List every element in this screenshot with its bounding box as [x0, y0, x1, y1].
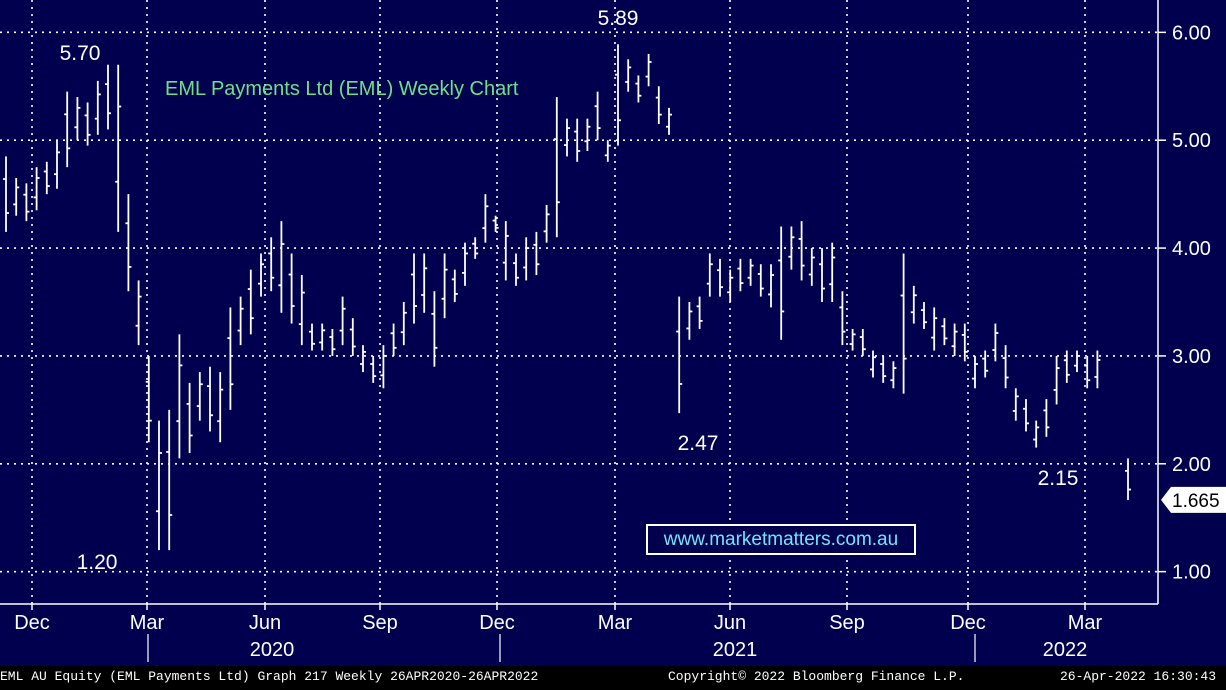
x-year-label: 2020 [250, 639, 295, 661]
axis-layer: 1.00 2.00 3.00 4.00 5.00 6.00 Dec Mar Jun Sep Dec M… [0, 0, 1226, 662]
x-tick-label: Dec [479, 612, 515, 634]
chart-title: EML Payments Ltd (EML) Weekly Chart [165, 78, 519, 100]
y-tick-label: 3.00 [1172, 346, 1211, 368]
price-annotation: 2.15 [1038, 467, 1079, 490]
annotations: 5.70 1.20 5.89 2.47 2.15 [60, 7, 1079, 574]
x-tick-label: Mar [598, 612, 633, 634]
price-annotation: 5.70 [60, 42, 101, 65]
x-year-label: 2022 [1043, 639, 1088, 661]
price-annotation: 5.89 [598, 7, 639, 30]
x-tick-label: Mar [1068, 612, 1103, 634]
y-tick-label: 5.00 [1172, 130, 1211, 152]
footer-bar: EML AU Equity (EML Payments Ltd) Graph 2… [0, 666, 1226, 690]
y-tick-label: 2.00 [1172, 454, 1211, 476]
x-tick-label: Jun [249, 612, 281, 634]
x-tick-label: Jun [714, 612, 746, 634]
x-tick-label: Dec [14, 612, 50, 634]
price-chart: 1.00 2.00 3.00 4.00 5.00 6.00 Dec Mar Jun Sep Dec M… [0, 0, 1226, 662]
x-tick-label: Sep [829, 612, 865, 634]
ohlc-bars [3, 44, 1131, 551]
watermark-url: www.marketmatters.com.au [646, 524, 916, 555]
y-tick-label: 1.00 [1172, 562, 1211, 584]
price-annotation: 1.20 [77, 551, 118, 574]
y-tick-label: 6.00 [1172, 22, 1211, 44]
x-tick-label: Mar [130, 612, 165, 634]
footer-copyright: Copyright© 2022 Bloomberg Finance L.P. [668, 669, 965, 684]
x-year-label: 2021 [713, 639, 758, 661]
last-price-marker [1161, 486, 1226, 513]
price-annotation: 2.47 [678, 432, 719, 455]
footer-security: EML AU Equity (EML Payments Ltd) Graph 2… [0, 669, 539, 684]
y-tick-label: 4.00 [1172, 238, 1211, 260]
x-tick-label: Sep [362, 612, 398, 634]
footer-timestamp: 26-Apr-2022 16:30:43 [1060, 669, 1217, 684]
last-price-label: 1.665 [1172, 491, 1220, 512]
x-tick-label: Dec [950, 612, 986, 634]
